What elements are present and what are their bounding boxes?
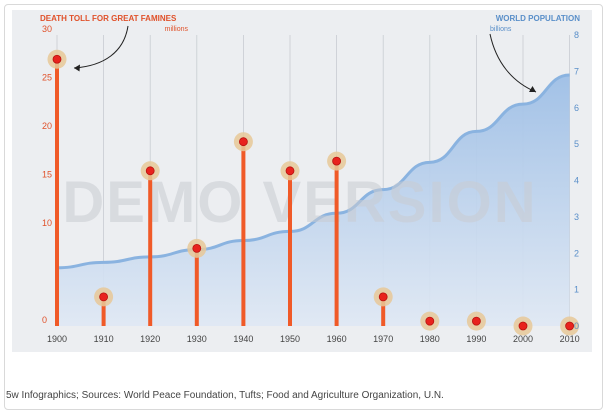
right-axis-unit: billions [490,26,512,33]
famine-point-1960 [332,156,342,166]
famine-stem-1910 [101,296,106,326]
famine-point-1950 [285,166,295,176]
famine-bar-1920 [140,161,160,326]
famine-point-2010 [565,321,574,331]
left-axis-title: DEATH TOLL FOR GREAT FAMINES [40,14,177,23]
x-tick-1980: 1980 [420,334,440,344]
famine-point-1920 [145,166,155,176]
right-tick-8: 8 [574,30,579,40]
famine-point-1930 [192,243,202,253]
famine-point-1980 [425,316,435,326]
right-tick-1: 1 [574,285,579,295]
famine-bars [47,49,580,336]
watermark: DEMO VERSION [62,170,537,235]
x-tick-1960: 1960 [327,334,347,344]
famine-bar-1940 [233,132,253,326]
famine-bar-1950 [280,161,300,326]
famine-bar-1960 [327,151,347,326]
left-tick-20: 20 [42,121,52,131]
x-tick-2010: 2010 [560,334,580,344]
right-tick-7: 7 [574,66,579,76]
famine-bar-1910 [94,287,114,326]
famine-bar-1990 [466,311,486,331]
famine-point-1910 [99,292,108,302]
famine-point-1900 [52,54,62,64]
famine-point-1940 [238,137,248,147]
left-tick-10: 10 [42,218,52,228]
x-tick-1940: 1940 [233,334,253,344]
x-tick-1930: 1930 [187,334,207,344]
famine-bar-1980 [420,311,440,331]
famine-stem-1940 [241,141,246,326]
famine-bar-2000 [513,316,533,336]
famine-callout-arrow [73,25,129,72]
x-tick-1970: 1970 [373,334,393,344]
axis-ticks: 0 10 15 20 25 30 0 1 2 3 4 5 6 7 8 1900 1910 1920 1930 1940… [42,24,580,344]
x-tick-2000: 2000 [513,334,533,344]
famine-bar-1900 [47,49,67,326]
left-tick-15: 15 [42,170,52,180]
famine-stem-1920 [148,170,153,326]
population-fill [57,75,570,326]
right-tick-2: 2 [574,248,579,258]
right-tick-6: 6 [574,103,579,113]
left-tick-0: 0 [42,315,47,325]
x-tick-1920: 1920 [140,334,160,344]
right-tick-5: 5 [574,139,579,149]
x-tick-1950: 1950 [280,334,300,344]
famine-bar-2010 [560,316,580,336]
famine-point-1990 [471,316,481,326]
famine-stem-1930 [194,248,199,326]
famine-point-2000 [518,321,528,331]
left-axis-unit: millions [165,26,189,33]
famine-stem-1960 [334,161,339,326]
famine-bar-1930 [187,238,207,326]
famine-stem-1950 [288,170,292,326]
x-tick-1900: 1900 [47,334,67,344]
x-tick-1990: 1990 [466,334,486,344]
famine-stem-1900 [55,59,59,326]
famine-stem-1970 [381,296,386,326]
famine-point-1970 [378,292,388,302]
left-tick-30: 30 [42,24,52,34]
source-caption: 5w Infographics; Sources: World Peace Fo… [6,390,444,401]
left-tick-25: 25 [42,73,52,83]
famine-bar-1970 [373,287,393,326]
population-callout-arrow [489,33,537,93]
right-tick-0: 0 [574,321,579,331]
x-tick-1910: 1910 [94,334,114,344]
right-axis-title: WORLD POPULATION [496,14,581,23]
right-tick-4: 4 [574,176,579,186]
right-tick-3: 3 [574,212,579,222]
